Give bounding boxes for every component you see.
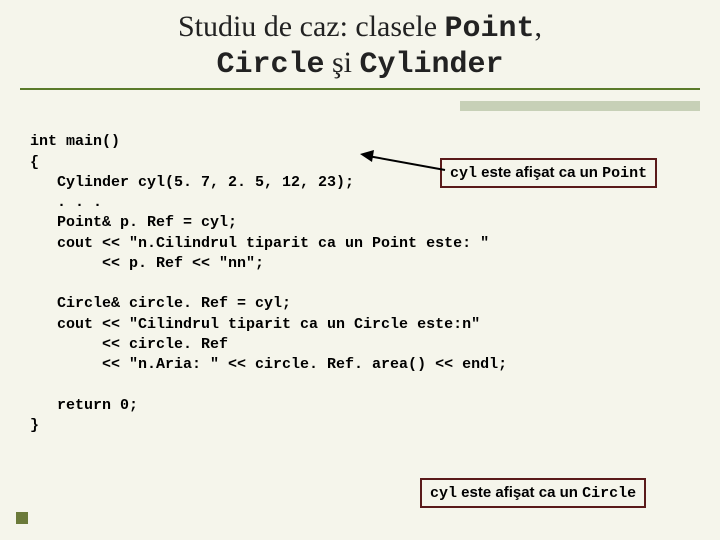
callout-code: Point xyxy=(602,165,647,182)
code-line: << circle. Ref xyxy=(30,336,228,353)
title-text-pre: Studiu de caz: clasele xyxy=(178,10,445,43)
code-line: << p. Ref << "nn"; xyxy=(30,255,264,272)
callout-code: Circle xyxy=(582,485,636,502)
code-line: . . . xyxy=(30,194,102,211)
code-line: Cylinder cyl(5. 7, 2. 5, 12, 23); xyxy=(30,174,354,191)
code-line: } xyxy=(30,417,39,434)
code-line: cout << "n.Cilindrul tiparit ca un Point… xyxy=(30,235,489,252)
title-underline xyxy=(20,88,700,90)
title-sep1: , xyxy=(535,10,543,43)
title-word-point: Point xyxy=(445,12,535,46)
title-shadow-bar xyxy=(460,101,700,111)
title-word-circle: Circle xyxy=(216,48,324,82)
callout-text: este afişat ca un xyxy=(477,164,602,181)
title-word-cylinder: Cylinder xyxy=(360,48,504,82)
code-line: Circle& circle. Ref = cyl; xyxy=(30,295,291,312)
code-line: << "n.Aria: " << circle. Ref. area() << … xyxy=(30,356,507,373)
callout-point: cyl este afişat ca un Point xyxy=(440,158,657,188)
code-line: return 0; xyxy=(30,397,138,414)
code-line: cout << "Cilindrul tiparit ca un Circle … xyxy=(30,316,480,333)
title-sep2: şi xyxy=(324,46,359,79)
code-line: int main() xyxy=(30,133,120,150)
callout-code: cyl xyxy=(450,165,477,182)
code-line: { xyxy=(30,154,39,171)
bullet-icon xyxy=(16,512,28,524)
code-line: Point& p. Ref = cyl; xyxy=(30,214,237,231)
callout-circle: cyl este afişat ca un Circle xyxy=(420,478,646,508)
callout-text: este afişat ca un xyxy=(457,484,582,501)
callout-code: cyl xyxy=(430,485,457,502)
slide-title: Studiu de caz: clasele Point, Circle şi … xyxy=(0,0,720,82)
